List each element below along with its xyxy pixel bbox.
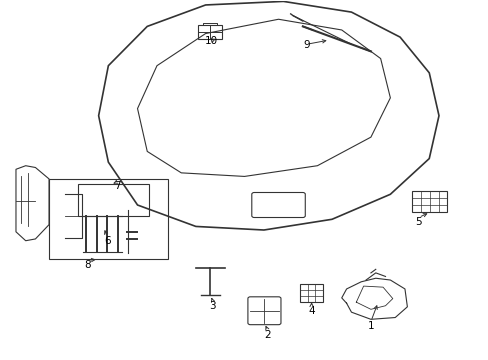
- Text: 3: 3: [209, 301, 216, 311]
- Bar: [300, 284, 322, 302]
- Text: 8: 8: [84, 260, 91, 270]
- Bar: [198, 25, 221, 39]
- Text: 2: 2: [264, 330, 271, 341]
- Bar: [78, 184, 148, 216]
- Text: 5: 5: [414, 217, 421, 227]
- Text: 7: 7: [114, 181, 120, 192]
- Bar: [411, 192, 447, 212]
- Text: 9: 9: [303, 40, 309, 50]
- Text: 10: 10: [204, 36, 218, 46]
- Text: 6: 6: [104, 237, 110, 247]
- Text: 1: 1: [367, 321, 373, 331]
- Text: 4: 4: [307, 306, 314, 316]
- Bar: [49, 179, 168, 259]
